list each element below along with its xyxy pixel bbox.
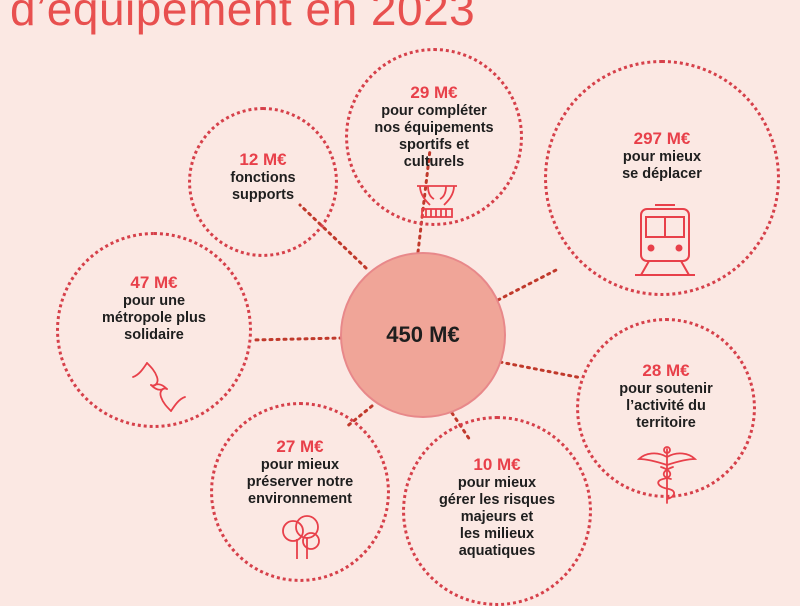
amount-supports: 12 M€ xyxy=(239,150,287,169)
connector-transport xyxy=(496,266,562,302)
desc-territoire-3: territoire xyxy=(636,415,696,431)
desc-environnement-2: préserver notre xyxy=(246,474,354,490)
connector-solidaire xyxy=(250,336,344,342)
desc-solidaire-2: métropole plus xyxy=(102,310,206,326)
bubble-territoire: 28 M€ pour soutenir l’activité du territ… xyxy=(576,318,756,504)
desc-territoire-2: l’activité du xyxy=(626,398,706,414)
desc-sport-2: nos équipements xyxy=(374,120,494,136)
bubble-environnement: 27 M€ pour mieux préserver notre environ… xyxy=(210,402,390,582)
desc-risques-2: gérer les risques xyxy=(438,492,556,508)
bubble-sport: 29 M€ pour compléter nos équipements spo… xyxy=(345,48,523,226)
helping-hands-icon xyxy=(132,362,186,412)
caduceus-icon xyxy=(637,446,697,504)
desc-risques-4: les milieux xyxy=(459,526,535,542)
total-amount: 450 M€ xyxy=(386,322,460,347)
center-total: 450 M€ xyxy=(340,252,506,418)
amount-environnement: 27 M€ xyxy=(276,437,324,456)
amount-sport: 29 M€ xyxy=(410,83,458,102)
theater-stage-icon xyxy=(417,185,457,218)
desc-solidaire-3: solidaire xyxy=(124,327,184,343)
desc-sport-1: pour compléter xyxy=(381,103,487,119)
desc-transport-1: pour mieux xyxy=(622,149,702,165)
desc-transport-2: se déplacer xyxy=(622,166,702,182)
bubble-risques: 10 M€ pour mieux gérer les risques majeu… xyxy=(402,416,592,606)
amount-transport: 297 M€ xyxy=(633,129,691,148)
page-title: d’équipement en 2023 xyxy=(10,0,476,35)
amount-risques: 10 M€ xyxy=(473,455,521,474)
connector-territoire xyxy=(498,360,584,380)
desc-risques-5: aquatiques xyxy=(458,543,536,559)
bubble-supports: 12 M€ fonctions supports xyxy=(188,107,338,257)
desc-environnement-3: environnement xyxy=(248,491,352,507)
train-icon xyxy=(635,204,695,276)
desc-supports-1: fonctions xyxy=(230,170,296,186)
desc-risques-1: pour mieux xyxy=(457,475,537,491)
desc-territoire-1: pour soutenir xyxy=(619,381,713,397)
desc-supports-2: supports xyxy=(231,187,295,203)
tree-icon xyxy=(282,515,320,559)
desc-sport-4: culturels xyxy=(403,154,465,170)
desc-solidaire-1: pour une xyxy=(122,293,186,309)
bubble-solidaire: 47 M€ pour une métropole plus solidaire xyxy=(56,232,252,428)
bubble-transport: 297 M€ pour mieux se déplacer xyxy=(544,60,780,296)
desc-sport-3: sportifs et xyxy=(398,137,470,153)
desc-environnement-1: pour mieux xyxy=(260,457,340,473)
amount-solidaire: 47 M€ xyxy=(130,273,178,292)
amount-territoire: 28 M€ xyxy=(642,361,690,380)
desc-risques-3: majeurs et xyxy=(460,509,534,525)
